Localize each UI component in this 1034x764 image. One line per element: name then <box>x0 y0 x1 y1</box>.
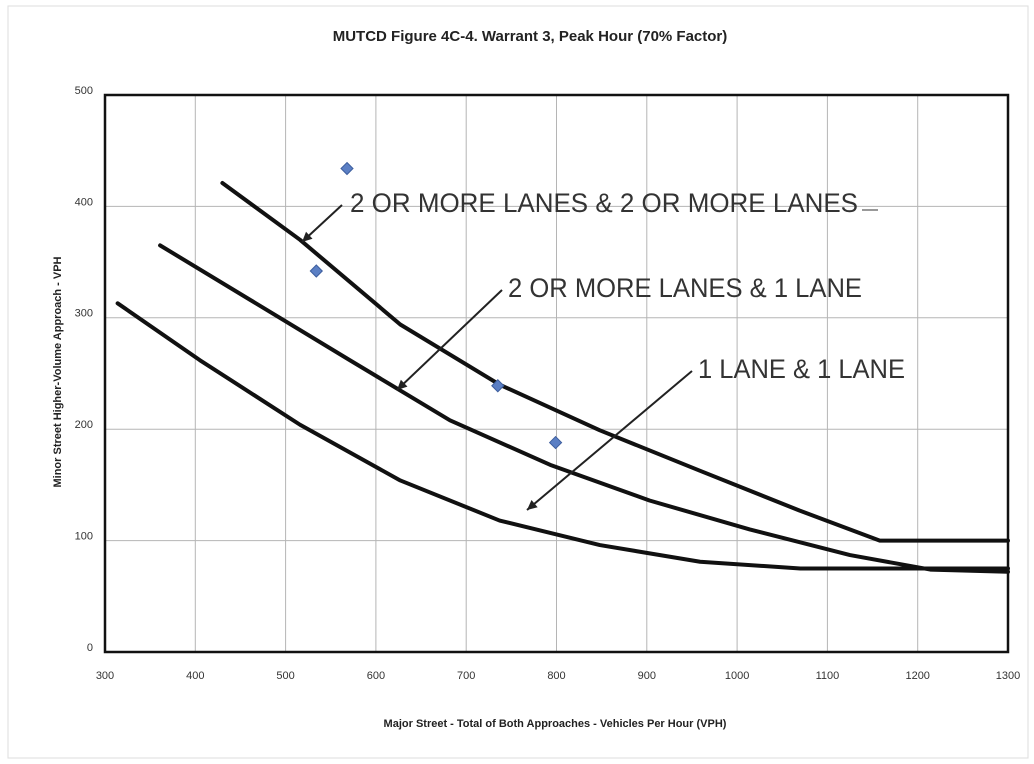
arrow-head <box>397 379 408 390</box>
arrow-head <box>527 499 538 510</box>
y-tick-label: 300 <box>75 308 93 320</box>
y-tick-label: 100 <box>75 531 93 543</box>
y-tick-label: 200 <box>75 419 93 431</box>
x-tick-label: 1300 <box>996 670 1020 682</box>
curve <box>220 181 1010 543</box>
arrow-head <box>302 231 313 242</box>
plot-border <box>103 93 1010 654</box>
curve-label: 1 LANE & 1 LANE <box>698 354 905 384</box>
curve-label: 2 OR MORE LANES & 2 OR MORE LANES <box>350 188 858 218</box>
data-point <box>491 379 505 393</box>
x-tick-label: 700 <box>457 670 475 682</box>
data-point <box>548 435 563 450</box>
x-tick-label: 400 <box>186 670 204 682</box>
curve-label: 2 OR MORE LANES & 1 LANE <box>508 273 862 303</box>
y-axis-title: Minor Street Higher-Volume Approach - VP… <box>52 256 64 487</box>
data-point <box>309 264 324 278</box>
y-tick-label: 500 <box>75 85 93 97</box>
arrow-line <box>396 289 503 391</box>
frame <box>7 5 1029 759</box>
x-tick-label: 300 <box>96 670 114 682</box>
curve <box>115 301 1010 571</box>
curve <box>158 243 1010 574</box>
y-tick-label: 400 <box>75 196 93 208</box>
x-tick-label: 1200 <box>905 670 929 682</box>
data-point <box>340 161 354 176</box>
x-tick-label: 600 <box>367 670 385 682</box>
x-tick-label: 1100 <box>816 670 840 682</box>
x-tick-label: 900 <box>638 670 656 682</box>
x-tick-label: 800 <box>547 670 565 682</box>
x-tick-label: 500 <box>276 670 294 682</box>
x-axis-title: Major Street - Total of Both Approaches … <box>384 718 727 730</box>
y-tick-label: 0 <box>87 642 93 654</box>
x-tick-label: 1000 <box>725 670 749 682</box>
chart-title: MUTCD Figure 4C-4. Warrant 3, Peak Hour … <box>333 28 728 45</box>
arrow-line <box>526 370 693 511</box>
